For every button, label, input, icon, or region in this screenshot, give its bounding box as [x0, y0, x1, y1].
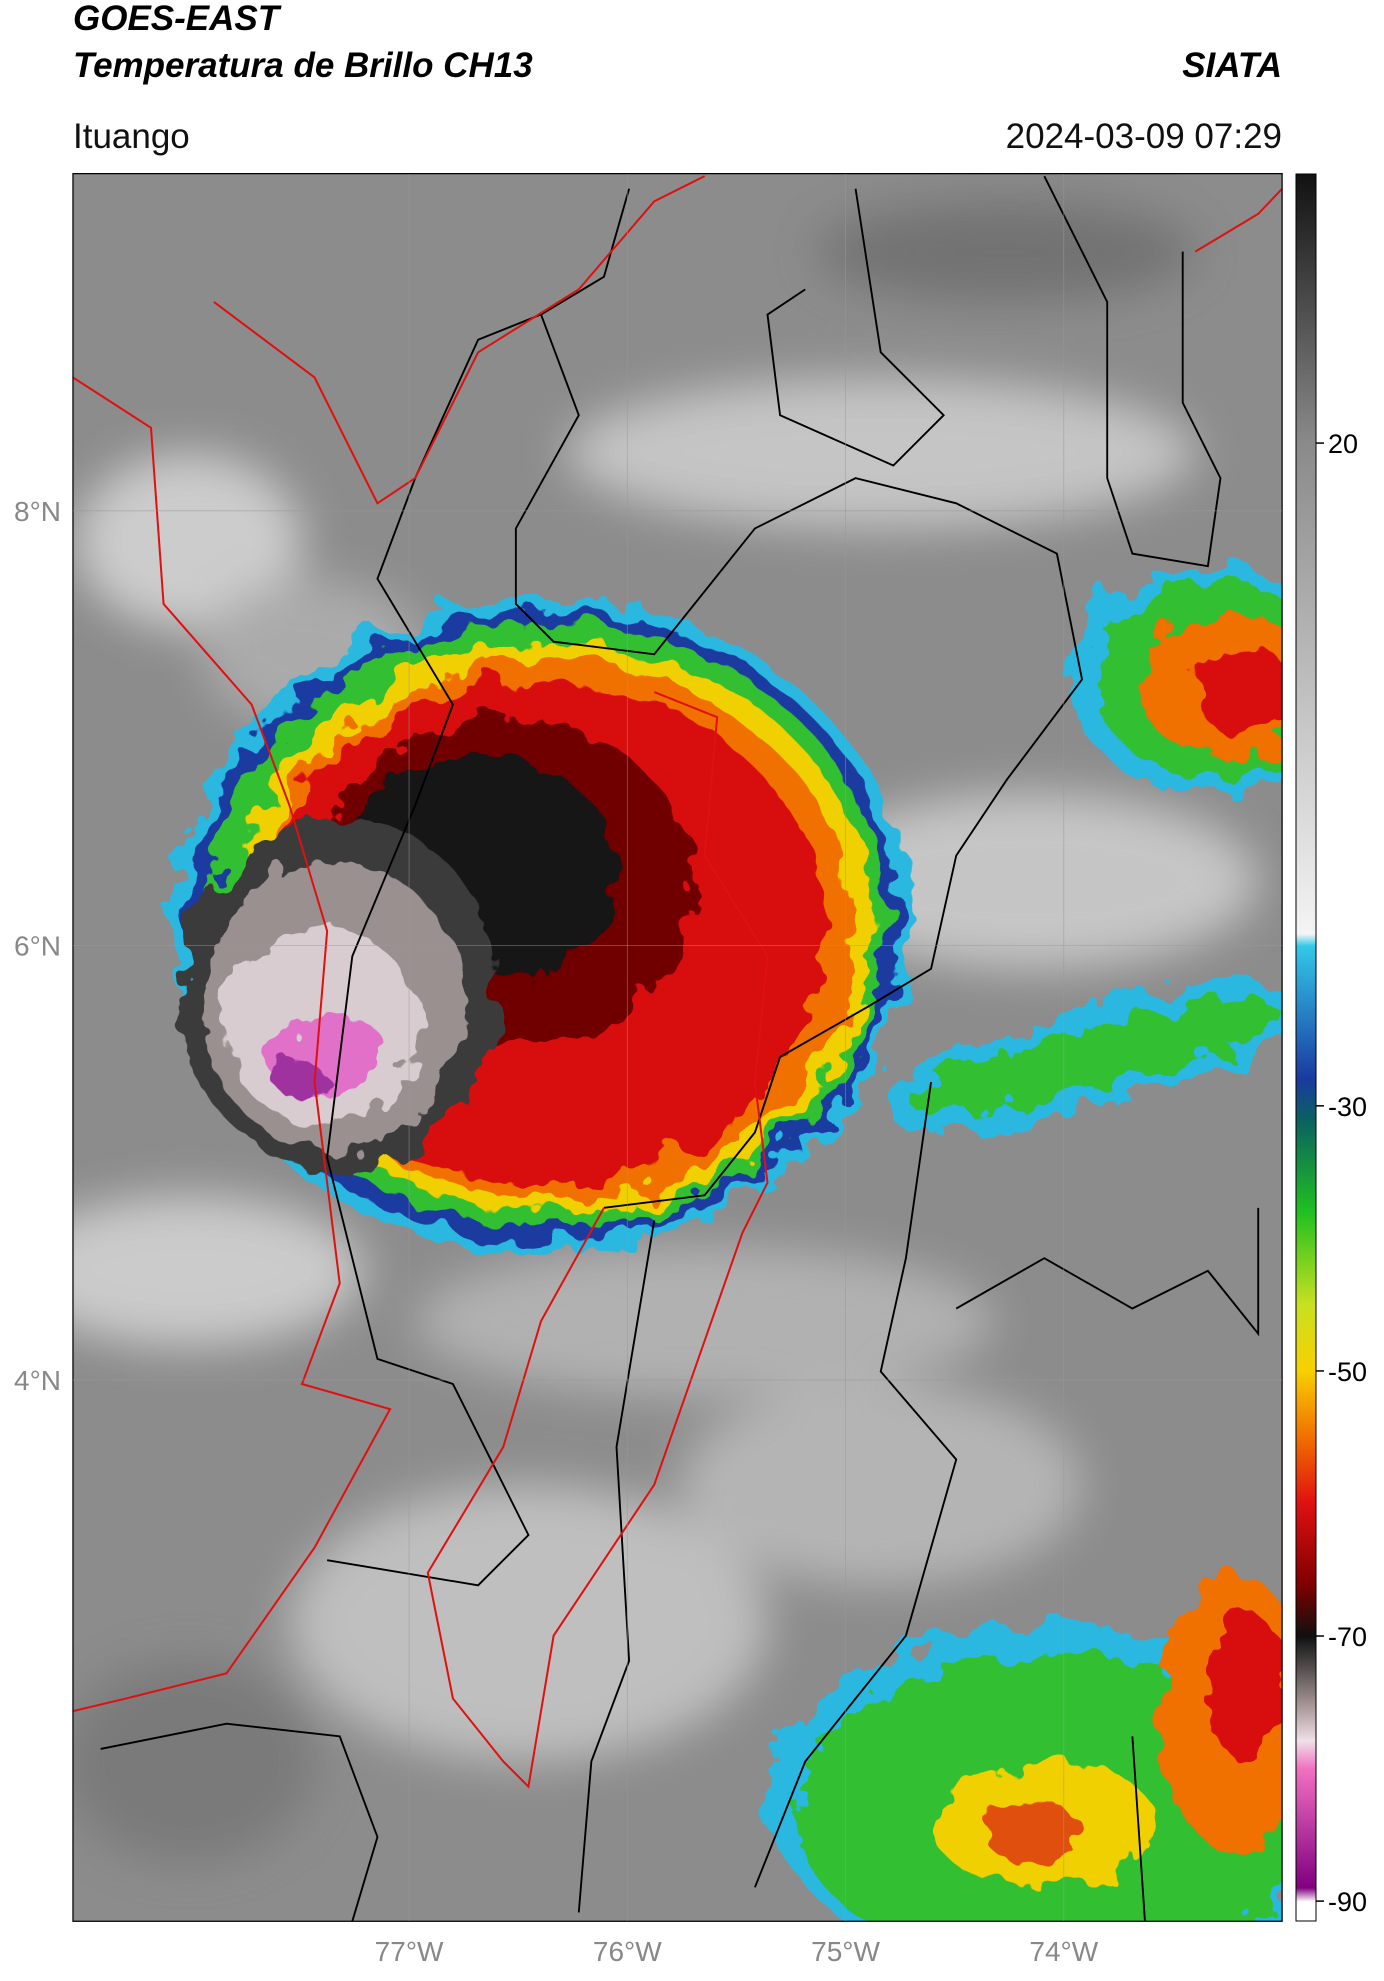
y-tick-label: 4°N [14, 1365, 61, 1396]
colorbar-tick-label: -30 [1328, 1092, 1367, 1122]
location: Ituango [73, 117, 190, 156]
colorbar-tick-label: 20 [1328, 429, 1358, 459]
x-tick-label: 77°W [375, 1936, 444, 1967]
agency: SIATA [1182, 46, 1282, 85]
colorbar-tick-label: -50 [1328, 1357, 1367, 1387]
satellite-image [72, 173, 1283, 1922]
x-tick-label: 74°W [1029, 1936, 1098, 1967]
y-tick-label: 8°N [14, 496, 61, 527]
y-tick-label: 6°N [14, 930, 61, 961]
timestamp: 2024-03-09 07:29 [1006, 117, 1282, 156]
colorbar [1295, 173, 1317, 1922]
x-tick-label: 76°W [593, 1936, 662, 1967]
x-tick-label: 75°W [811, 1936, 880, 1967]
colorbar-tick-label: -90 [1328, 1887, 1367, 1917]
colorbar-tick-label: -70 [1328, 1622, 1367, 1652]
subtitle: Temperatura de Brillo CH13 [73, 46, 533, 85]
title: GOES-EAST [73, 0, 282, 38]
